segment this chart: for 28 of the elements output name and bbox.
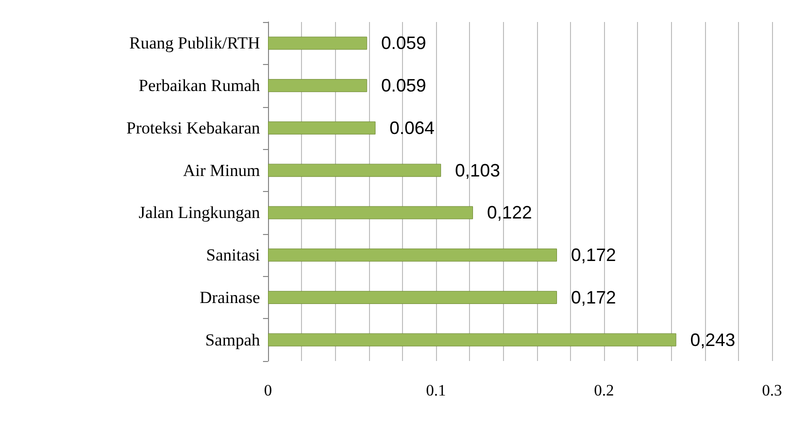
x-tick-label: 0 xyxy=(264,382,272,400)
y-tick-label: Jalan Lingkungan xyxy=(138,203,260,222)
bar xyxy=(268,290,557,304)
bar xyxy=(268,333,676,346)
data-label: 0,103 xyxy=(455,160,500,180)
x-tick-label: 0.2 xyxy=(594,382,614,400)
y-tick-label: Sampah xyxy=(205,330,260,350)
data-label: 0.059 xyxy=(381,33,426,54)
y-tick-label: Ruang Publik/RTH xyxy=(129,34,260,53)
data-label: 0.059 xyxy=(381,76,426,96)
data-label: 0,172 xyxy=(570,245,616,266)
y-tick-label: Perbaikan Rumah xyxy=(138,76,260,96)
bar xyxy=(268,36,368,50)
y-tick-label: Sanitasi xyxy=(206,246,260,265)
bar xyxy=(268,248,557,262)
x-tick-label: 0.1 xyxy=(426,382,446,400)
bar xyxy=(268,164,442,177)
data-label: 0,122 xyxy=(486,202,532,223)
data-label: 0.064 xyxy=(390,118,435,138)
x-tick-label: 0.3 xyxy=(762,382,782,400)
data-label: 0,172 xyxy=(570,287,616,308)
data-label: 0,243 xyxy=(690,330,736,350)
bar xyxy=(268,121,376,134)
bar xyxy=(268,206,473,220)
y-tick-label: Drainase xyxy=(200,288,260,307)
bar xyxy=(268,79,368,92)
y-tick-label: Proteksi Kebakaran xyxy=(126,118,260,138)
y-tick-label: Air Minum xyxy=(183,160,260,180)
